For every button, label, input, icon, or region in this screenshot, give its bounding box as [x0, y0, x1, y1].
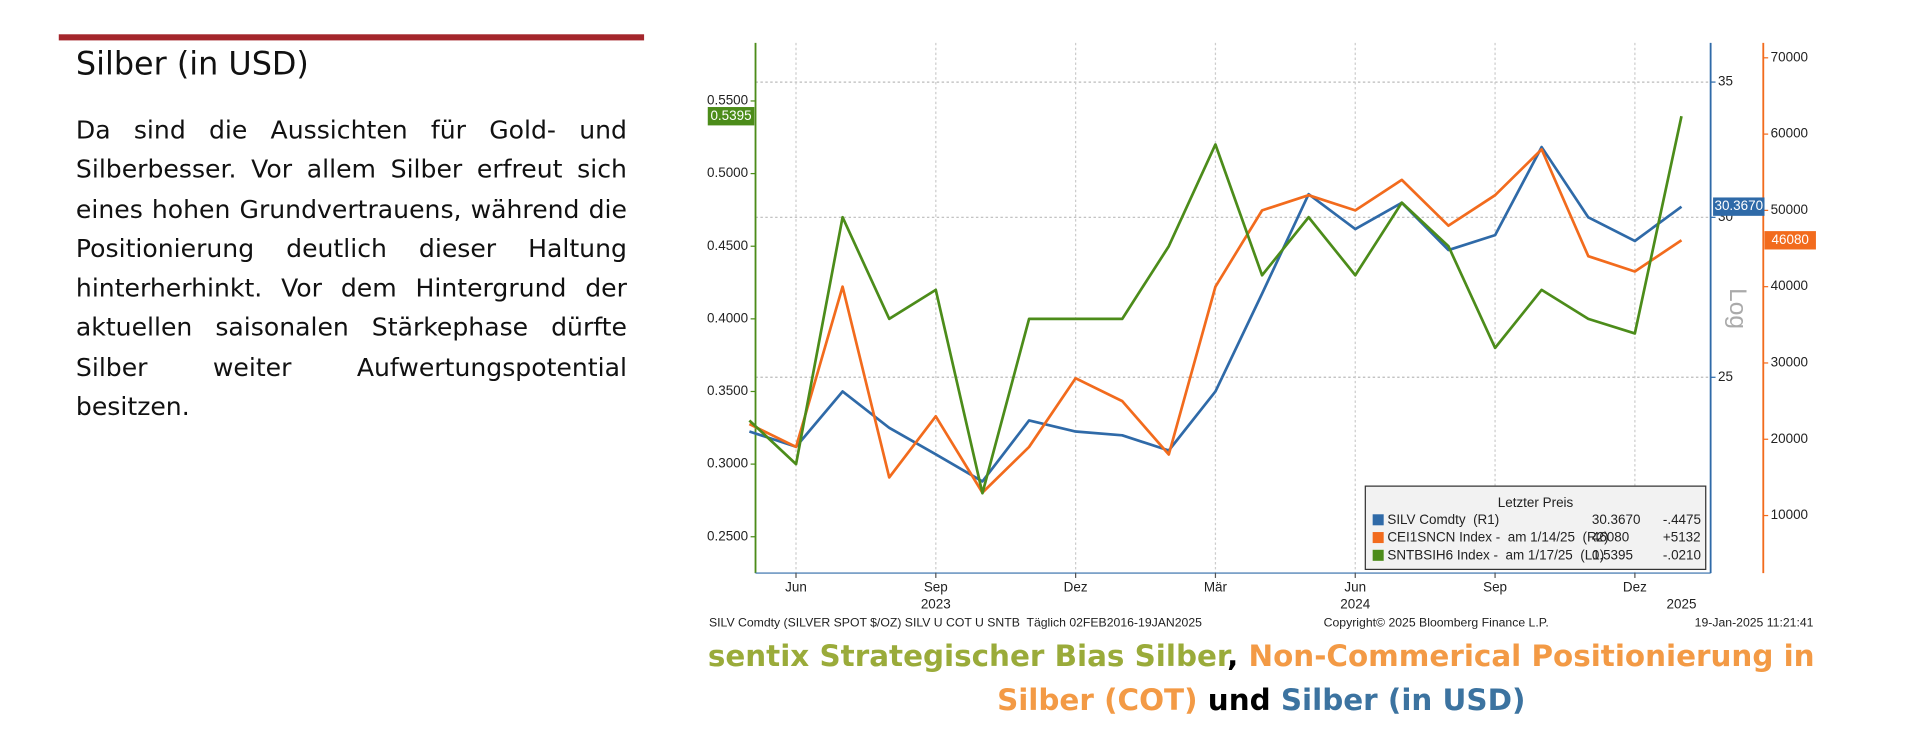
paragraph: Da sind die Aussichten für Gold- und Sil…	[75, 115, 627, 422]
y-tick-label: 0.3500	[707, 383, 748, 398]
legend-swatch	[1372, 532, 1384, 544]
y-tick-label: 0.5500	[707, 93, 748, 108]
legend-change: -.4475	[1663, 512, 1701, 527]
timestamp: 19-Jan-2025 11:21:41	[1695, 616, 1814, 630]
legend-title: Letzter Preis	[1498, 495, 1574, 510]
y3-tick-label: 20000	[1771, 431, 1808, 446]
legend-swatch	[1372, 549, 1384, 561]
y3-tick-label: 30000	[1771, 355, 1808, 370]
series-line	[748, 145, 1683, 483]
source-note: SILV Comdty (SILVER SPOT $/OZ) SILV U CO…	[709, 616, 1202, 630]
axis-label: Log	[1724, 288, 1751, 329]
series-line	[748, 148, 1683, 494]
last-value-tag	[707, 107, 755, 126]
last-value-label: 46080	[1772, 232, 1809, 247]
legend-last: 0.5395	[1592, 547, 1633, 562]
y-tick-label: 0.5000	[707, 165, 748, 180]
header-rule	[58, 34, 645, 41]
y3-tick-label: 10000	[1771, 507, 1808, 522]
last-value-label: 0.5395	[710, 108, 751, 123]
legend-last: 46080	[1592, 530, 1629, 545]
caption-part: Silber (in USD)	[1280, 683, 1526, 718]
last-value-tag	[1713, 197, 1765, 216]
legend-box	[1364, 485, 1707, 571]
legend-change: -.0210	[1663, 547, 1701, 562]
series-line	[748, 115, 1683, 495]
last-value-label: 30.3670	[1714, 198, 1763, 213]
y3-tick-label: 40000	[1771, 278, 1808, 293]
x-tick-label: Jun	[785, 579, 807, 594]
y3-tick-label: 60000	[1771, 126, 1808, 141]
legend-swatch	[1372, 514, 1384, 526]
x-tick-label: Sep	[1483, 579, 1507, 594]
year-label: 2023	[921, 596, 951, 611]
y2-tick-label: 35	[1718, 74, 1733, 89]
x-tick-label: Sep	[924, 579, 948, 594]
legend-label: SILV Comdty (R1)	[1387, 512, 1499, 527]
year-label: 2024	[1340, 596, 1370, 611]
y-tick-label: 0.2500	[707, 528, 748, 543]
legend-label: SNTBSIH6 Index - am 1/17/25 (L1)	[1387, 547, 1604, 562]
x-tick-label: Mär	[1204, 579, 1228, 594]
y2-tick-label: 25	[1718, 369, 1733, 384]
x-tick-label: Dez	[1623, 579, 1647, 594]
caption-part: sentix Strategischer Bias Silber	[707, 639, 1228, 674]
last-value-tag	[1764, 231, 1816, 250]
caption: sentix Strategischer Bias Silber, Non-Co…	[704, 634, 1818, 722]
y3-tick-label: 70000	[1771, 49, 1808, 64]
section-title: Silber (in USD)	[75, 46, 309, 84]
legend-change: +5132	[1663, 530, 1701, 545]
y-tick-label: 0.3000	[707, 456, 748, 471]
caption-part: und	[1197, 683, 1281, 718]
x-tick-label: Jun	[1344, 579, 1366, 594]
legend-last: 30.3670	[1592, 512, 1641, 527]
legend-label: CEI1SNCN Index - am 1/14/25 (R2)	[1387, 530, 1608, 545]
y3-tick-label: 50000	[1771, 202, 1808, 217]
copyright: Copyright© 2025 Bloomberg Finance L.P.	[1324, 616, 1549, 630]
caption-part: ,	[1227, 639, 1249, 674]
year-label: 2025	[1667, 596, 1697, 611]
caption-part: Non-Commerical Positionierung in Silber …	[997, 639, 1825, 718]
y-tick-label: 0.4500	[707, 238, 748, 253]
y-tick-label: 0.4000	[707, 310, 748, 325]
x-tick-label: Dez	[1064, 579, 1088, 594]
